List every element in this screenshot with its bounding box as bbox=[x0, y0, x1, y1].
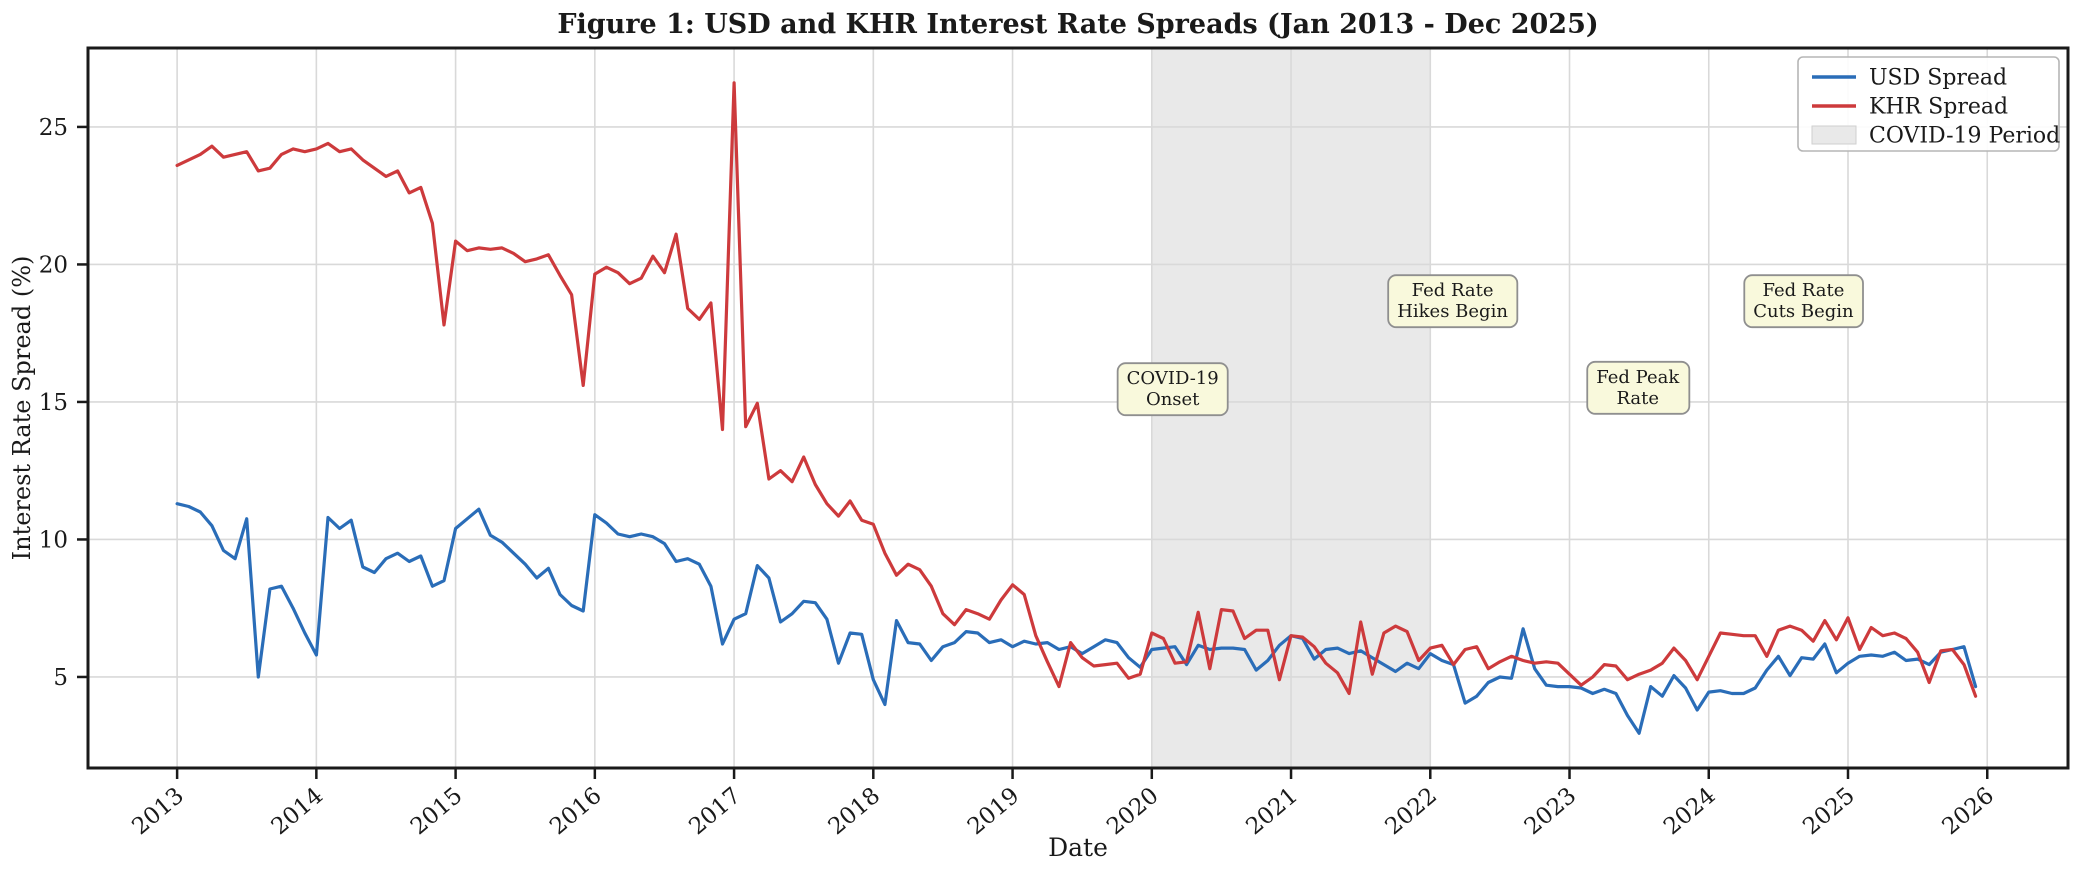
x-tick-label: 2017 bbox=[684, 783, 746, 841]
x-tick-label: 2025 bbox=[1798, 783, 1860, 841]
annotation-covid-19-onset: COVID-19 Onset bbox=[1116, 362, 1229, 417]
x-tick-label: 2026 bbox=[1938, 783, 2000, 841]
x-tick-label: 2024 bbox=[1659, 783, 1721, 841]
x-tick-label: 2020 bbox=[1102, 783, 1164, 841]
x-tick-label: 2016 bbox=[545, 783, 607, 841]
legend-swatch-covid-19-period bbox=[1811, 125, 1857, 145]
annotation-layer: COVID-19 Onset Fed Rate Hikes Begin Fed Peak… bbox=[1116, 274, 1864, 417]
khr-spread-line bbox=[175, 81, 1978, 698]
annotation-text: Fed Peak Rate bbox=[1596, 367, 1680, 409]
series-layer bbox=[175, 81, 1978, 735]
annotation-box bbox=[1743, 274, 1864, 329]
x-tick-label: 2015 bbox=[406, 783, 468, 841]
y-tick-label: 25 bbox=[39, 115, 68, 141]
annotation-fed-rate-hikes-begin: Fed Rate Hikes Begin bbox=[1387, 274, 1519, 329]
annotation-box bbox=[1116, 362, 1229, 417]
x-tick-label: 2023 bbox=[1520, 783, 1582, 841]
y-tick-label: 10 bbox=[39, 527, 68, 553]
x-tick-label: 2022 bbox=[1381, 783, 1443, 841]
x-tick-label: 2014 bbox=[267, 783, 329, 841]
legend-box bbox=[1797, 56, 2060, 152]
y-tick-label: 15 bbox=[39, 390, 68, 416]
y-tick-label: 20 bbox=[39, 252, 68, 278]
legend: USD Spread KHR Spread COVID-19 Period bbox=[1797, 56, 2060, 152]
annotation-text: Fed Rate Hikes Begin bbox=[1397, 280, 1508, 322]
annotation-text: Fed Rate Cuts Begin bbox=[1753, 280, 1854, 322]
annotation-fed-peak-rate: Fed Peak Rate bbox=[1586, 360, 1691, 415]
x-tick-label: 2021 bbox=[1241, 783, 1303, 841]
x-tick-label: 2018 bbox=[824, 783, 886, 841]
x-tick-label: 2019 bbox=[963, 783, 1025, 841]
legend-label-covid-19-period: COVID-19 Period bbox=[1869, 124, 2060, 149]
axes-layer bbox=[77, 46, 2070, 779]
tick-label-layer: 2013 2014 2015 2016 2017 2018 2019 2020 2021 2022… bbox=[39, 115, 1999, 840]
annotation-box bbox=[1586, 360, 1691, 415]
annotation-box bbox=[1387, 274, 1519, 329]
legend-label-khr-spread: KHR Spread bbox=[1869, 95, 2008, 120]
x-tick-label: 2013 bbox=[127, 783, 189, 841]
annotation-text: COVID-19 Onset bbox=[1127, 368, 1219, 410]
y-tick-label: 5 bbox=[53, 665, 68, 691]
usd-spread-line bbox=[175, 502, 1978, 735]
plot-border bbox=[86, 46, 2070, 770]
chart-title: Figure 1: USD and KHR Interest Rate Spre… bbox=[557, 9, 1598, 40]
legend-label-usd-spread: USD Spread bbox=[1869, 66, 2007, 91]
gridline-layer bbox=[88, 48, 2068, 768]
x-axis-label: Date bbox=[1048, 833, 1108, 862]
y-axis-label: Interest Rate Spread (%) bbox=[8, 256, 36, 561]
annotation-fed-rate-cuts-begin: Fed Rate Cuts Begin bbox=[1743, 274, 1864, 329]
